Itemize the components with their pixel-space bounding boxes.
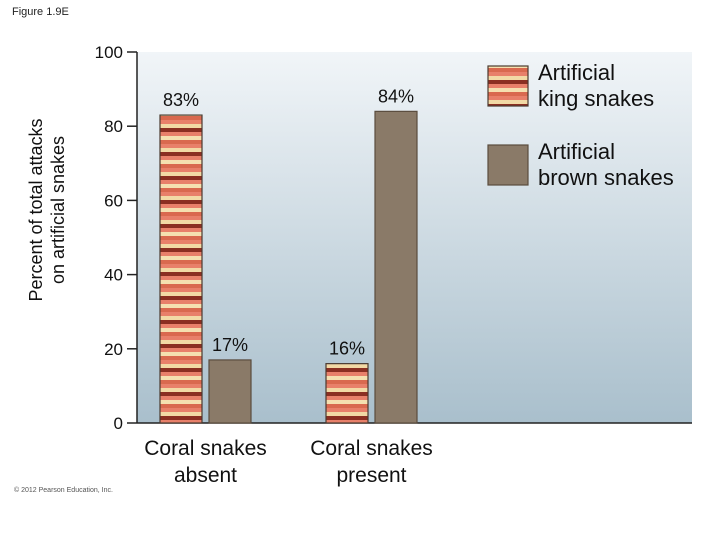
bar-brown-1 <box>374 110 418 424</box>
data-label: 17% <box>212 335 248 355</box>
figure-label: Figure 1.9E <box>12 6 69 18</box>
y-tick-label: 60 <box>104 191 123 210</box>
y-tick-label: 100 <box>95 43 123 62</box>
bar-brown-0 <box>208 359 252 424</box>
bar-king-1 <box>325 363 369 424</box>
y-tick-label: 20 <box>104 340 123 359</box>
legend-swatch-king <box>487 65 529 107</box>
legend-swatch-brown <box>487 144 529 186</box>
copyright-notice: © 2012 Pearson Education, Inc. <box>14 487 113 494</box>
y-tick-label: 0 <box>114 414 123 433</box>
legend-label-king: Artificial king snakes <box>538 60 654 111</box>
category-label: Coral snakes absent <box>144 437 267 487</box>
data-label: 84% <box>378 86 414 106</box>
y-axis-label: Percent of total attacks on artificial sn… <box>26 118 68 301</box>
category-label: Coral snakes present <box>310 437 433 487</box>
data-label: 16% <box>329 339 365 359</box>
bar-king-0 <box>159 114 203 424</box>
y-tick-label: 80 <box>104 117 123 136</box>
legend-label-brown: Artificial brown snakes <box>538 139 674 190</box>
data-label: 83% <box>163 90 199 110</box>
y-tick-label: 40 <box>104 266 123 285</box>
